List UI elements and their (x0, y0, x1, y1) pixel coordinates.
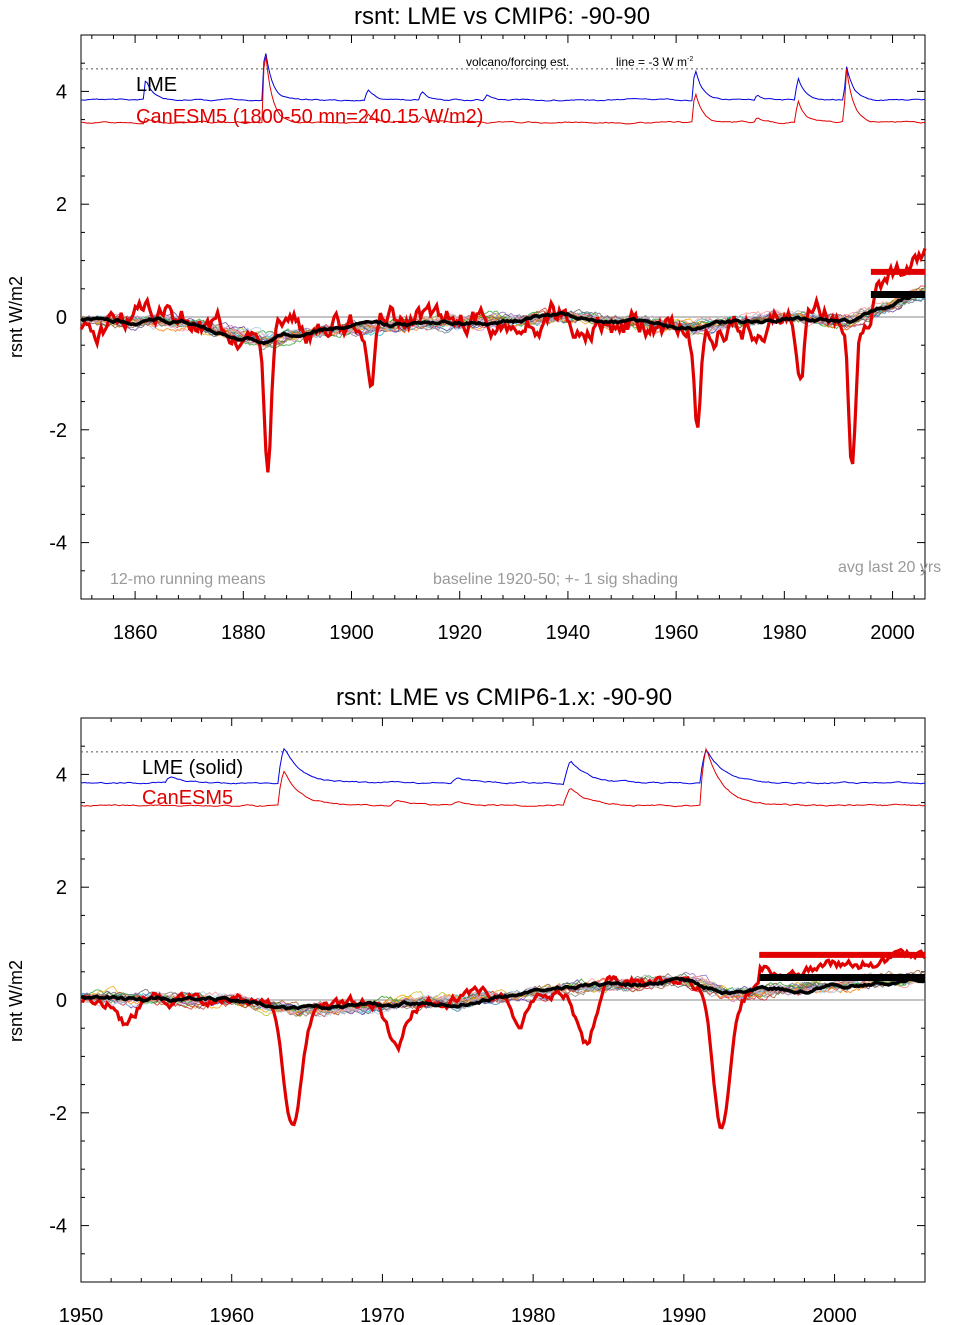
y-tick-label: 4 (56, 81, 67, 103)
panel-1-title: rsnt: LME vs CMIP6: -90-90 (354, 3, 650, 30)
panel-2-title: rsnt: LME vs CMIP6-1.x: -90-90 (336, 684, 672, 711)
x-tick-label: 1880 (221, 622, 266, 644)
forcing-line (80, 747, 926, 808)
x-tick-label: 2000 (870, 622, 915, 644)
panel-1-legend-lme: LME (136, 74, 177, 96)
panel-2-forcing-lines (80, 747, 926, 808)
panel-2: rsnt: LME vs CMIP6-1.x: -90-90 rsnt W/m2… (6, 684, 927, 1325)
panel-1-legend-canesm5: CanESM5 (1800-50 mn=240.15 W/m2) (136, 106, 483, 128)
panel-1-axes: -4 -2 0 2 4 1860 1880 1900 1920 1940 1960 1980 2000 (49, 34, 925, 644)
y-tick-label: -4 (49, 533, 67, 555)
x-tick-label: 2000 (812, 1305, 857, 1325)
x-tick-label: 1950 (59, 1305, 104, 1325)
panel-2-axes: -4 -2 0 2 4 1950 1960 1970 1980 1990 2000 (49, 717, 926, 1325)
forcing-line (81, 53, 926, 102)
panel-1-line-note-sup: -2 (687, 56, 693, 63)
panel-2-main-lines (80, 947, 927, 1130)
panel-1-main-lines (79, 247, 927, 473)
x-tick-label: 1980 (511, 1305, 556, 1325)
y-tick-label: 0 (56, 990, 67, 1012)
panel-1-line-note: line = -3 W m-2 (616, 55, 693, 69)
panel-1-forcing-lines (80, 53, 926, 125)
y-tick-label: 4 (56, 764, 67, 786)
lme-mean-line (79, 290, 926, 346)
y-tick-label: 2 (56, 877, 67, 899)
y-tick-label: -2 (49, 1103, 67, 1125)
x-tick-label: 1900 (329, 622, 374, 644)
panel-1-running-mean-note: 12-mo running means (110, 571, 266, 588)
panel-1-line-note-text: line = -3 W m (616, 55, 687, 69)
x-tick-label: 1990 (662, 1305, 707, 1325)
panel-1-baseline-note: baseline 1920-50; +- 1 sig shading (433, 571, 678, 588)
y-tick-label: 0 (56, 307, 67, 329)
canesm5-line (79, 247, 927, 473)
x-tick-label: 1970 (360, 1305, 405, 1325)
lme-mean-line (80, 976, 926, 1011)
panel-2-legend-canesm5: CanESM5 (142, 787, 233, 809)
x-tick-label: 1860 (113, 622, 158, 644)
forcing-line (80, 747, 926, 785)
y-tick-label: -4 (49, 1216, 67, 1238)
x-tick-label: 1960 (209, 1305, 254, 1325)
x-tick-label: 1940 (546, 622, 591, 644)
y-tick-label: -2 (49, 420, 67, 442)
panel-1-volcano-note: volcano/forcing est. (466, 55, 569, 69)
panel-1-y-axis-label: rsnt W/m2 (6, 276, 26, 358)
panel-1: rsnt: LME vs CMIP6: -90-90 rsnt W/m2 -4-… (6, 3, 941, 644)
panel-2-legend-lme: LME (solid) (142, 757, 243, 779)
x-tick-label: 1980 (762, 622, 807, 644)
x-tick-label: 1920 (437, 622, 482, 644)
panel-1-avg-note: avg last 20 yrs (838, 559, 941, 576)
y-tick-label: 2 (56, 194, 67, 216)
x-tick-label: 1960 (654, 622, 699, 644)
panel-2-y-axis-label: rsnt W/m2 (6, 960, 26, 1042)
forcing-line (80, 56, 925, 125)
